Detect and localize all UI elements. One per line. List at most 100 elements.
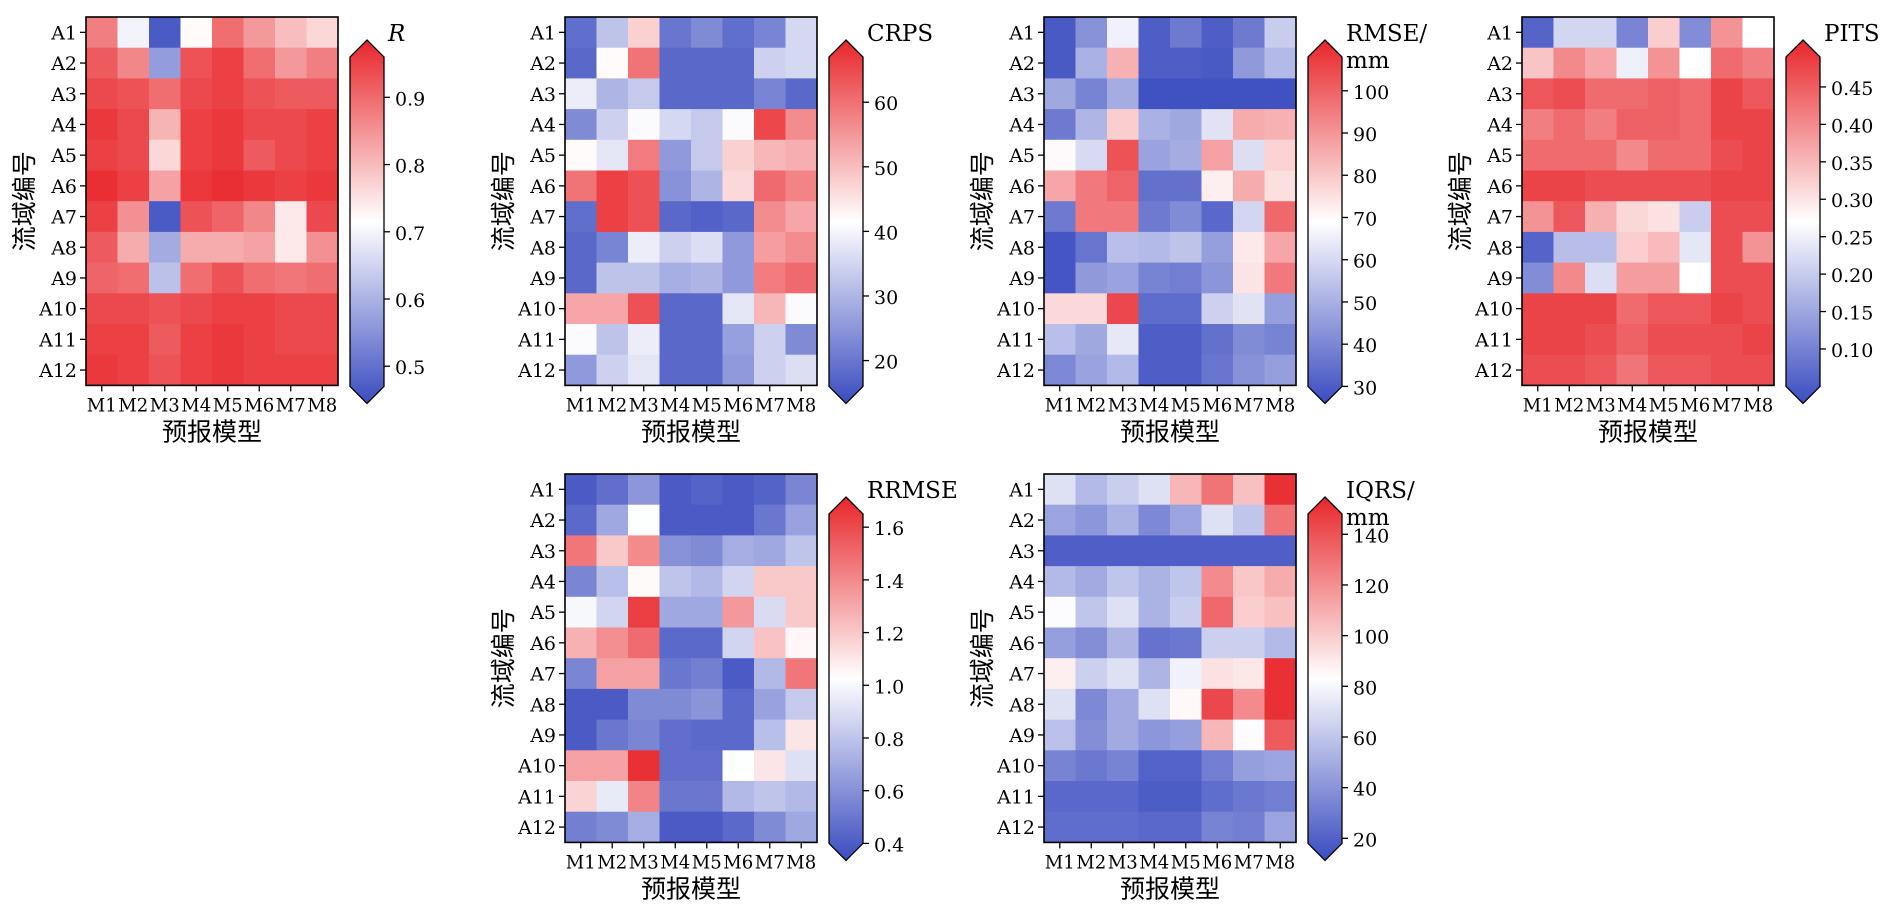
x-axis-label: 预报模型 [641,874,741,903]
heatmap-cell [691,535,724,567]
plot-frame [1043,16,1297,387]
heatmap-cell [1170,293,1203,325]
heatmap-cell [1201,750,1234,782]
y-tick-label: A5 [50,145,77,167]
heatmap-cell [1075,535,1108,567]
heatmap-cell [785,811,818,843]
heatmap-cell [275,231,308,264]
heatmap-cell [1201,504,1234,536]
colorbar-tick-label: 0.8 [395,156,425,178]
heatmap-cell [1138,474,1171,506]
heatmap-cell [1201,658,1234,690]
heatmap-cell [659,139,692,172]
heatmap-cell [1107,201,1140,233]
heatmap-cell [243,201,276,233]
heatmap-cell [275,78,308,110]
y-tick-label: A4 [1008,571,1035,593]
colorbar-tick-label: 60 [874,93,898,115]
heatmap-cell [1107,566,1140,598]
heatmap-cell [1044,658,1077,690]
heatmap-cell [596,139,629,172]
heatmap-cell [1711,170,1744,202]
y-tick-label: A12 [1474,360,1513,382]
heatmap-cell [785,658,818,690]
x-tick-label: M6 [723,394,753,416]
x-tick-label: M3 [1586,394,1616,416]
colorbar-tick-label: 80 [1353,677,1377,699]
heatmap-cell [628,566,661,598]
heatmap-cell [1616,170,1649,202]
heatmap-cell [1522,17,1555,49]
heatmap-cell [722,627,755,659]
heatmap-cell [628,231,661,264]
heatmap-cell [1522,262,1555,294]
heatmap-cell [1264,78,1297,110]
colorbar-tick-label: 1.6 [874,518,904,540]
heatmap-cell [785,688,818,721]
heatmap-cell [1138,201,1171,233]
heatmap-cell [117,17,150,49]
heatmap-cell [628,47,661,79]
y-tick-label: A5 [529,602,556,624]
heatmap-cell [1170,139,1203,172]
heatmap-cell [1201,627,1234,659]
colorbar-tick-label: 0.6 [395,290,425,312]
heatmap-cell [1522,354,1555,386]
heatmap-cell [691,627,724,659]
heatmap-cell [785,627,818,659]
heatmap-cell [1742,170,1775,202]
x-tick-label: M2 [118,394,148,416]
heatmap-cell [1075,474,1108,506]
heatmap-cell [722,109,755,141]
heatmap-cell [785,201,818,233]
heatmap-cell [1044,231,1077,264]
heatmap-cell [1170,596,1203,629]
y-axis-label: 流域编号 [489,608,518,708]
heatmap-cell [1138,504,1171,536]
heatmap-cell [596,688,629,721]
heatmap-cell [1264,535,1297,567]
heatmap-cell [1233,566,1266,598]
heatmap-cell [1107,811,1140,843]
heatmap-cell [1044,170,1077,202]
heatmap-cell [754,658,787,690]
x-tick-label: M3 [1108,394,1138,416]
heatmap-cell [659,627,692,659]
y-tick-label: A7 [1486,207,1513,229]
heatmap-cell [722,811,755,843]
heatmap-cell [1170,354,1203,386]
heatmap-cell [1648,170,1681,202]
x-tick-label: M7 [276,394,306,416]
heatmap-cell [1585,262,1618,294]
y-tick-label: A6 [1008,633,1035,655]
heatmap-cell [754,170,787,202]
heatmap-cell [1264,231,1297,264]
heatmap-cell [1075,688,1108,721]
heatmap-cell [212,293,245,325]
heatmap-cell [1138,658,1171,690]
y-tick-label: A3 [529,84,556,106]
heatmap-cell [1138,535,1171,567]
heatmap-cell [1138,78,1171,110]
heatmap-cell [722,231,755,264]
heatmap-cell [212,354,245,386]
heatmap-cell [659,354,692,386]
heatmap-cell [1648,262,1681,294]
heatmap-cell [785,750,818,782]
heatmap-cell [306,78,339,110]
y-tick-label: A4 [529,571,556,593]
heatmap-cell [565,109,598,141]
heatmap-cell [722,324,755,356]
heatmap-cell [149,170,182,202]
colorbar-tick-label: 1.4 [874,571,904,593]
heatmap-cell [149,78,182,110]
heatmap-cell [212,78,245,110]
heatmap-cell [306,47,339,79]
heatmap-cell [628,688,661,721]
y-tick-label: A8 [529,694,556,716]
heatmap-cell [754,596,787,629]
heatmap-cell [628,78,661,110]
heatmap-cell [1233,139,1266,172]
